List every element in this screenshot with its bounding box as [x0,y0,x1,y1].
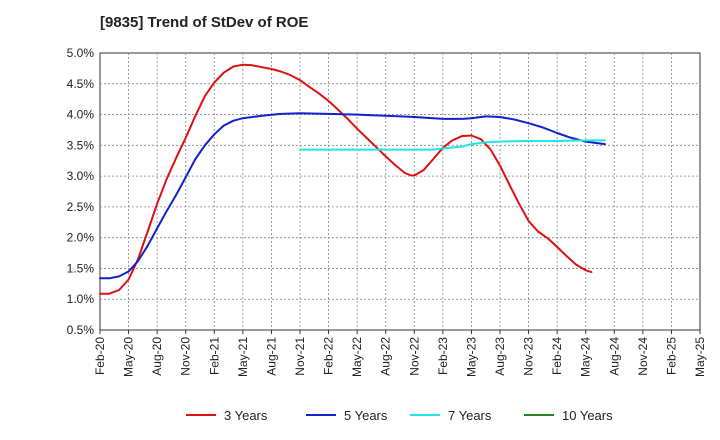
legend-label: 10 Years [562,408,613,423]
x-tick-label: Nov-21 [293,337,307,376]
legend-label: 5 Years [344,408,388,423]
y-tick-label: 1.5% [67,261,95,275]
y-tick-label: 1.0% [67,292,95,306]
y-tick-label: 2.5% [67,200,95,214]
y-tick-label: 4.5% [67,77,95,91]
series-line-3-years [99,63,593,295]
x-tick-label: Aug-23 [493,337,507,376]
series-layer [99,63,606,295]
series-line-7-years [299,139,606,151]
y-tick-label: 0.5% [67,323,95,337]
x-tick-label: Aug-21 [264,337,278,376]
x-tick-label: May-24 [579,337,593,377]
legend-label: 7 Years [448,408,492,423]
x-tick-label: Nov-22 [407,337,421,376]
x-tick-label: Feb-20 [93,337,107,375]
grid-layer [99,52,701,331]
y-tick-label: 3.5% [67,138,95,152]
x-tick-label: Nov-20 [179,337,193,376]
legend-item-7-years: 7 Years [410,408,492,423]
x-tick-label: Aug-20 [150,337,164,376]
legend-item-5-years: 5 Years [306,408,388,423]
x-tick-label: Nov-24 [636,337,650,376]
legend: 3 Years 5 Years 7 Years 10 Years [186,408,613,423]
x-tick-label: Nov-23 [522,337,536,376]
chart-title: [9835] Trend of StDev of ROE [100,14,309,31]
x-tick-label: May-21 [236,337,250,377]
series-line-5-years [99,112,606,280]
axis-layer: 0.5% 1.0% 1.5% 2.0% 2.5% 3.0% 3.5% 4.0% 4.5% 5.0%… [67,46,707,377]
y-tick-label: 2.0% [67,231,95,245]
legend-item-3-years: 3 Years [186,408,268,423]
y-tick-label: 5.0% [67,46,95,60]
x-tick-label: Feb-21 [207,337,221,375]
x-tick-label: Aug-24 [607,337,621,376]
x-tick-label: Feb-25 [664,337,678,375]
y-tick-label: 4.0% [67,108,95,122]
legend-label: 3 Years [224,408,268,423]
x-tick-label: Aug-22 [379,337,393,376]
x-tick-label: Feb-22 [322,337,336,375]
x-tick-label: May-23 [464,337,478,377]
x-tick-label: Feb-23 [436,337,450,375]
x-tick-label: May-25 [693,337,707,377]
x-tick-label: May-22 [350,337,364,377]
legend-item-10-years: 10 Years [524,408,613,423]
x-tick-label: May-20 [122,337,136,377]
y-tick-label: 3.0% [67,169,95,183]
x-tick-label: Feb-24 [550,337,564,375]
plot-area [99,52,701,331]
